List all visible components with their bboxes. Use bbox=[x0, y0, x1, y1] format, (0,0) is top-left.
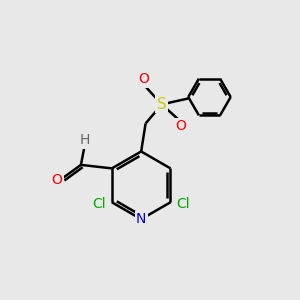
Text: O: O bbox=[51, 172, 62, 187]
Text: Cl: Cl bbox=[176, 197, 190, 211]
Text: H: H bbox=[79, 133, 90, 147]
Text: O: O bbox=[176, 119, 186, 134]
Text: N: N bbox=[136, 212, 146, 226]
Text: S: S bbox=[157, 97, 167, 112]
Text: O: O bbox=[139, 72, 149, 86]
Text: Cl: Cl bbox=[93, 197, 106, 211]
